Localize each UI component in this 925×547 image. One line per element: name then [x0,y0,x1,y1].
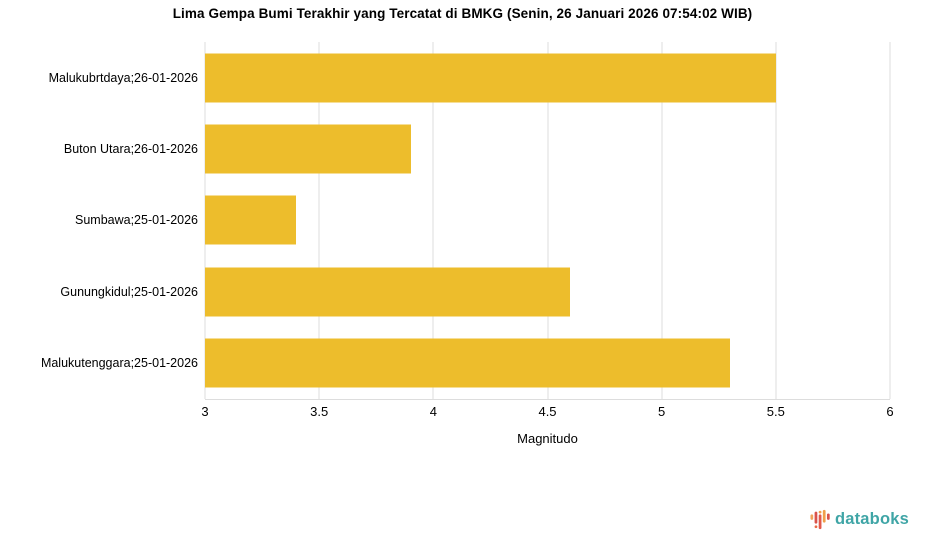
gridline [661,42,663,399]
gridline [775,42,777,399]
x-axis-ticks: 3 3.5 4 4.5 5 5.5 6 [201,404,894,420]
magnitude-bar [205,267,571,317]
magnitude-bar [205,195,297,245]
gridline [547,42,548,399]
x-tick-label: 5 [658,404,666,419]
x-tick-label: 4 [429,404,437,419]
databoks-logo-icon [810,506,832,532]
bar-row: Gunungkidul;25-01-2026 [60,256,890,327]
x-tick-label: 3.5 [310,404,329,419]
gridline [432,42,434,399]
x-tick-label: 5.5 [766,404,785,419]
x-tick-label: 4.5 [538,404,557,419]
bar-row: Malukubrtdaya;26-01-2026 [49,42,890,113]
category-label: Sumbawa;25-01-2026 [75,213,198,228]
bar-row: Buton Utara;26-01-2026 [64,113,890,184]
databoks-logo-text: databoks [834,509,909,528]
databoks-logo: databoks [810,506,909,532]
plot-area: Malukubrtdaya;26-01-2026 Buton Utara;26-0… [41,42,891,400]
category-label: Buton Utara;26-01-2026 [63,142,198,157]
magnitude-bar [205,53,776,103]
bar-row: Malukutenggara;25-01-2026 [41,328,890,399]
bar-row: Sumbawa;25-01-2026 [75,185,890,256]
magnitude-bar [205,338,731,388]
category-label: Malukubrtdaya;26-01-2026 [48,70,198,85]
category-label: Gunungkidul;25-01-2026 [60,284,198,299]
x-tick-label: 6 [886,404,894,419]
chart-title: Lima Gempa Bumi Terakhir yang Tercatat d… [172,6,753,21]
gridline [889,42,891,399]
x-axis-label: Magnitudo [517,431,578,446]
category-label: Malukutenggara;25-01-2026 [40,356,198,371]
x-tick-label: 3 [201,404,209,419]
gridline [318,42,320,399]
magnitude-bar [205,124,411,174]
